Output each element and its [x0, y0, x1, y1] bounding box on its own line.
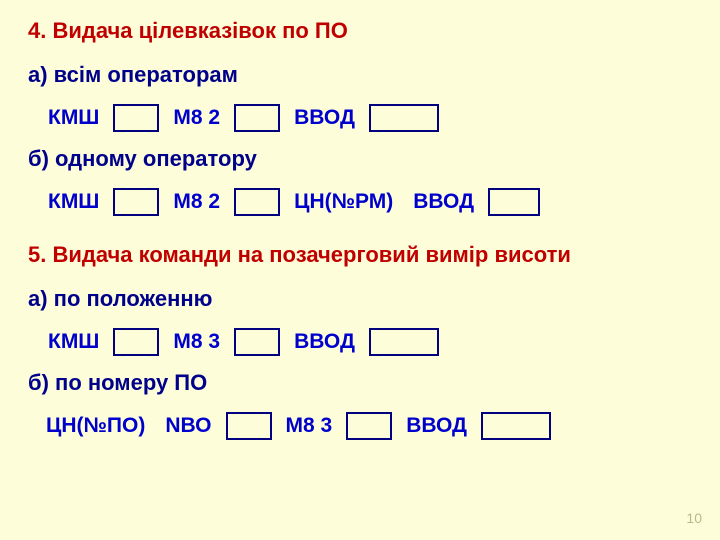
- cmd-vvod: ВВОД: [294, 106, 355, 130]
- section5-b-label: б) по номеру ПО: [28, 370, 696, 396]
- cmd-cn-rm: ЦН(№РМ): [294, 190, 393, 214]
- page-number: 10: [686, 510, 702, 526]
- section4-b-row: КМШ М8 2 ЦН(№РМ) ВВОД: [28, 188, 696, 216]
- section4-b-label: б) одному оператору: [28, 146, 696, 172]
- box: [113, 328, 159, 356]
- cmd-kmsh: КМШ: [48, 106, 99, 130]
- box: [369, 328, 439, 356]
- box: [369, 104, 439, 132]
- box: [481, 412, 551, 440]
- cmd-vvod: ВВОД: [294, 330, 355, 354]
- cmd-m83: М8 3: [173, 330, 220, 354]
- section4-a-label: а) всім операторам: [28, 62, 696, 88]
- section5-a-label: а) по положенню: [28, 286, 696, 312]
- cmd-cn-po: ЦН(№ПО): [46, 414, 145, 438]
- cmd-vvod: ВВОД: [406, 414, 467, 438]
- box: [113, 104, 159, 132]
- box: [346, 412, 392, 440]
- box: [488, 188, 540, 216]
- box: [234, 104, 280, 132]
- section4-title: 4. Видача цілевказівок по ПО: [28, 18, 696, 44]
- section5-a-row: КМШ М8 3 ВВОД: [28, 328, 696, 356]
- cmd-m83: М8 3: [286, 414, 333, 438]
- cmd-m82: М8 2: [173, 190, 220, 214]
- box: [113, 188, 159, 216]
- section5-b-row: ЦН(№ПО) NВО М8 3 ВВОД: [28, 412, 696, 440]
- cmd-vvod: ВВОД: [413, 190, 474, 214]
- cmd-nvo: NВО: [165, 414, 211, 438]
- cmd-kmsh: КМШ: [48, 330, 99, 354]
- cmd-kmsh: КМШ: [48, 190, 99, 214]
- section5-title: 5. Видача команди на позачерговий вимір …: [28, 242, 696, 268]
- box: [234, 188, 280, 216]
- box: [226, 412, 272, 440]
- section4-a-row: КМШ М8 2 ВВОД: [28, 104, 696, 132]
- box: [234, 328, 280, 356]
- cmd-m82: М8 2: [173, 106, 220, 130]
